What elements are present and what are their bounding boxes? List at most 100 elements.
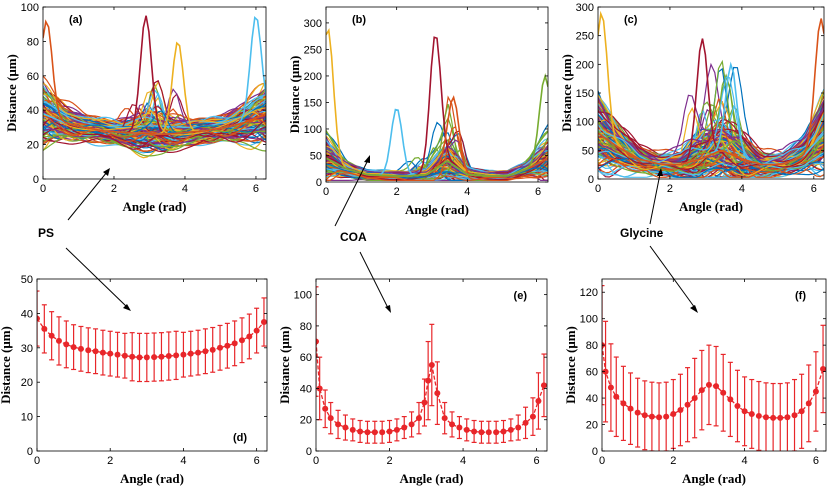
data-layer <box>316 286 547 444</box>
series-line <box>43 117 266 150</box>
data-point <box>720 389 727 396</box>
y-tick-label: 100 <box>576 117 594 129</box>
data-point <box>48 332 55 339</box>
x-tick-label: 4 <box>460 455 466 467</box>
annotation-coa-label: COA <box>340 230 367 244</box>
data-point <box>253 327 260 334</box>
data-point <box>691 395 698 402</box>
x-axis-label: Angle (rad) <box>400 471 464 486</box>
series-line <box>598 156 824 178</box>
y-tick-label: 80 <box>300 321 312 333</box>
data-point <box>770 414 777 421</box>
data-point <box>500 428 507 435</box>
y-tick-label: 150 <box>304 97 322 109</box>
y-tick-label: 0 <box>592 446 598 458</box>
data-point <box>238 337 245 344</box>
data-point <box>705 381 712 388</box>
y-tick-label: 30 <box>21 343 33 355</box>
data-point <box>364 429 371 436</box>
data-layer <box>37 290 267 383</box>
data-point <box>393 426 400 433</box>
series-line <box>43 85 266 127</box>
y-tick-label: 0 <box>588 174 594 186</box>
data-point <box>663 413 670 420</box>
data-point <box>92 348 99 355</box>
y-tick-label: 40 <box>586 393 598 405</box>
y-tick-label: 20 <box>300 415 312 427</box>
data-point <box>187 350 194 357</box>
x-tick-label: 4 <box>464 186 470 198</box>
data-layer <box>602 285 826 451</box>
y-tick-label: 150 <box>576 88 594 100</box>
data-point <box>798 408 805 415</box>
annotation-coa-arrowhead-down <box>385 305 391 313</box>
data-point <box>748 410 755 417</box>
plot-area <box>602 279 826 451</box>
data-point <box>535 397 542 404</box>
data-point <box>209 346 216 353</box>
y-tick-label: 0 <box>27 446 33 458</box>
data-point <box>428 362 435 368</box>
axes-box <box>601 278 827 452</box>
x-axis-label: Angle (rad) <box>405 202 469 217</box>
data-point <box>641 412 648 419</box>
data-point <box>812 388 819 395</box>
x-tick-label: 0 <box>313 455 319 467</box>
y-tick-label: 80 <box>27 36 39 48</box>
x-tick-label: 0 <box>323 186 329 198</box>
data-point <box>607 384 614 391</box>
data-point <box>327 415 334 422</box>
x-tick-label: 6 <box>535 186 541 198</box>
data-point <box>151 354 158 361</box>
data-point <box>107 350 114 357</box>
y-tick-label: 20 <box>27 140 39 152</box>
annotation-glycine-arrow-up <box>649 173 661 225</box>
y-tick-label: 300 <box>304 18 322 30</box>
x-tick-label: 2 <box>670 455 676 467</box>
x-tick-label: 2 <box>386 455 392 467</box>
y-tick-label: 100 <box>580 314 598 326</box>
panel-d: 0 2 4 6 0 10 20 30 40 50 Angle (rad) Distance (μm) (… <box>0 274 268 486</box>
data-point <box>648 413 655 420</box>
data-point <box>478 429 485 436</box>
y-tick-label: 20 <box>21 377 33 389</box>
data-point <box>260 319 267 325</box>
x-tick-label: 2 <box>394 186 400 198</box>
data-point <box>158 353 165 360</box>
plot-area <box>37 279 267 451</box>
x-axis-label: Angle (rad) <box>120 471 184 486</box>
data-point <box>165 353 172 360</box>
panel-label: (e) <box>514 290 528 302</box>
data-point <box>202 348 209 355</box>
series-line <box>43 128 266 147</box>
annotation-ps-label: PS <box>38 226 54 240</box>
panel-label: (a) <box>69 14 83 26</box>
data-point <box>425 377 432 384</box>
y-tick-label: 20 <box>586 420 598 432</box>
data-point <box>522 419 529 426</box>
y-tick-label: 0 <box>316 177 322 189</box>
data-point <box>471 428 478 435</box>
data-point <box>493 429 500 436</box>
y-tick-label: 0 <box>306 446 312 458</box>
panel-label: (d) <box>233 432 247 444</box>
x-tick-label: 0 <box>34 455 40 467</box>
series-line <box>598 76 824 165</box>
annotation-glycine-arrowhead-down <box>690 305 698 313</box>
data-point <box>342 424 349 431</box>
peak-series-line <box>326 73 548 178</box>
series-line <box>43 107 266 136</box>
data-point <box>114 351 121 358</box>
data-point <box>143 354 150 361</box>
data-point <box>670 410 677 417</box>
data-point <box>613 393 620 400</box>
data-point <box>349 426 356 433</box>
y-tick-label: 300 <box>576 2 594 14</box>
data-point <box>791 412 798 419</box>
y-tick-label: 40 <box>27 105 39 117</box>
x-axis-label: Angle (rad) <box>679 199 743 214</box>
y-tick-label: 250 <box>576 31 594 43</box>
x-axis-label: Angle (rad) <box>682 471 746 486</box>
series-line <box>598 102 824 163</box>
